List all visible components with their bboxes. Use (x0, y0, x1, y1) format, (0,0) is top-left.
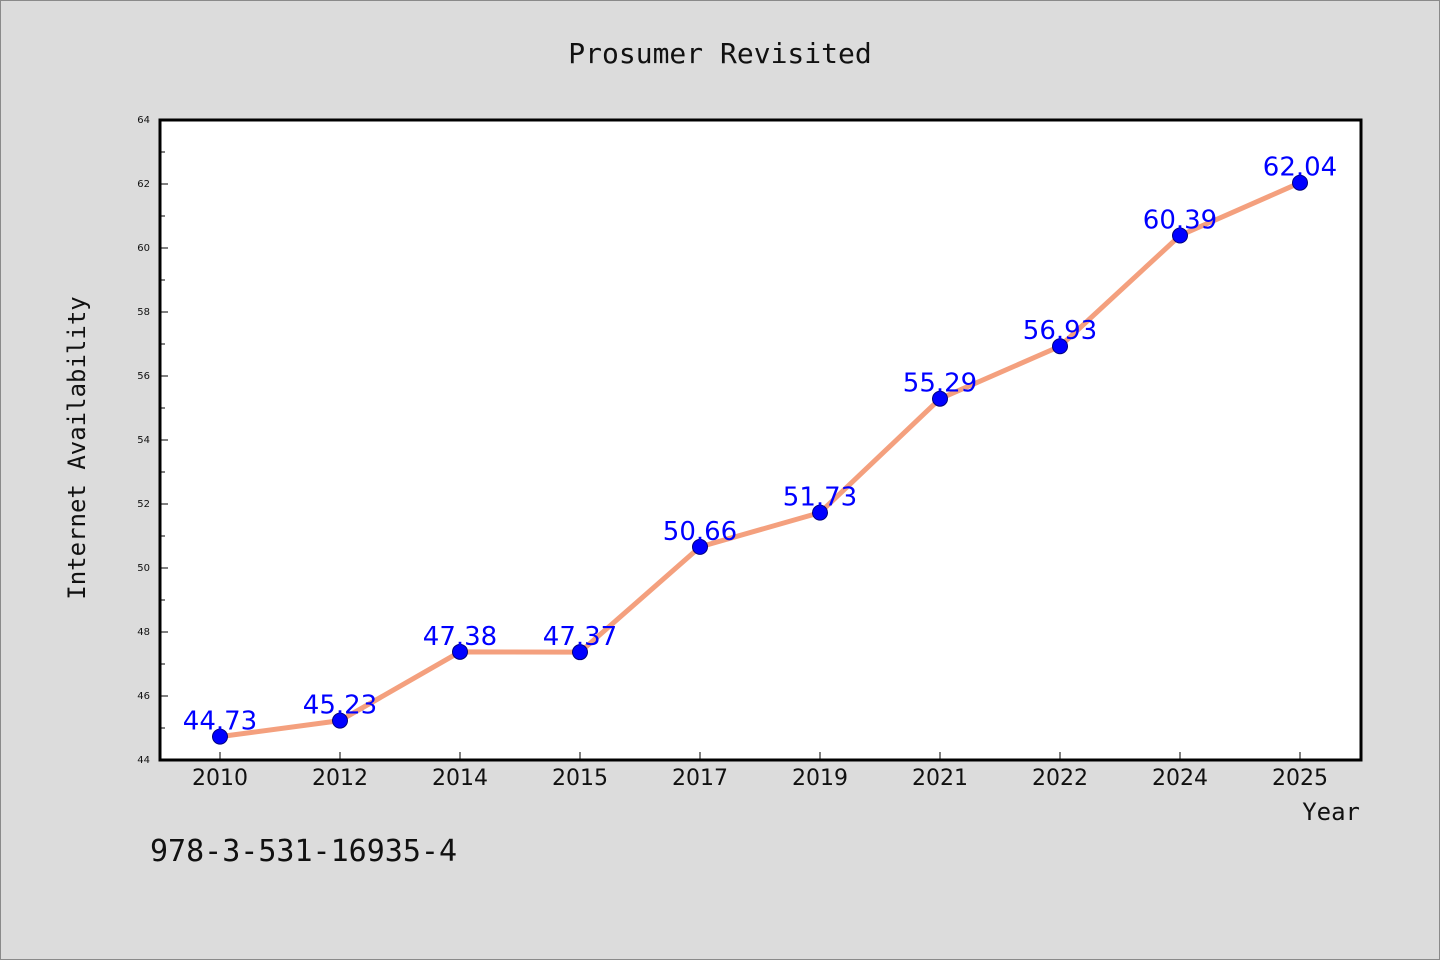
series-line (217, 180, 1303, 740)
data-label: 56.93 (1023, 316, 1097, 346)
data-label: 55.29 (903, 369, 977, 399)
y-tick-label: 56 (137, 371, 150, 382)
y-tick-label: 50 (137, 563, 150, 574)
x-tick-label: 2021 (912, 766, 968, 791)
data-point (692, 538, 708, 555)
y-tick-label: 48 (137, 627, 150, 638)
x-tick-label: 2017 (672, 766, 728, 791)
plot-area (160, 120, 1361, 760)
y-axis-label: Internet Availability (63, 296, 91, 599)
y-tick-label: 64 (137, 115, 150, 126)
x-tick-label: 2012 (312, 766, 368, 791)
y-tick-label: 58 (137, 307, 150, 318)
chart-title: Prosumer Revisited (568, 37, 871, 70)
x-tick-label: 2010 (192, 766, 248, 791)
y-tick-label: 60 (137, 243, 150, 254)
data-label: 62.04 (1263, 153, 1337, 183)
data-labels: 44.73 45.23 47.38 47.37 50.66 51.73 55.29 56.93… (183, 153, 1337, 737)
data-label: 44.73 (183, 707, 257, 737)
x-tick-label: 2025 (1272, 766, 1328, 791)
y-tick-label: 52 (137, 499, 150, 510)
x-tick-label: 2015 (552, 766, 608, 791)
data-point (932, 390, 948, 407)
data-point (1052, 338, 1068, 355)
x-tick-label: 2019 (792, 766, 848, 791)
data-point (212, 728, 228, 745)
data-point (812, 504, 828, 521)
y-tick-label: 46 (137, 691, 150, 702)
data-label: 51.73 (783, 483, 857, 513)
y-tick-label: 62 (137, 179, 150, 190)
data-point (572, 644, 588, 661)
y-tick-label: 54 (137, 435, 150, 446)
data-label: 45.23 (303, 691, 377, 721)
x-tick-label: 2022 (1032, 766, 1088, 791)
x-tick-label: 2024 (1152, 766, 1208, 791)
data-label: 47.38 (423, 622, 497, 652)
data-point (1292, 174, 1308, 191)
plot-border (158, 118, 1363, 762)
data-point (1172, 227, 1188, 244)
x-axis-label: Year (1302, 798, 1360, 826)
data-label: 47.37 (543, 622, 617, 652)
y-tick-label: 44 (137, 755, 150, 766)
data-point (332, 712, 348, 729)
isbn-text: 978-3-531-16935-4 (150, 834, 458, 869)
x-axis: 2010 2012 2014 2015 2017 2019 2021 2022 2024 2025 (192, 752, 1328, 791)
data-label: 50.66 (663, 517, 737, 547)
data-label: 60.39 (1143, 206, 1217, 236)
y-axis: 44 46 48 50 52 54 56 58 60 62 64 (137, 115, 168, 766)
data-point (452, 643, 468, 660)
x-tick-label: 2014 (432, 766, 488, 791)
series-markers (212, 174, 1308, 745)
